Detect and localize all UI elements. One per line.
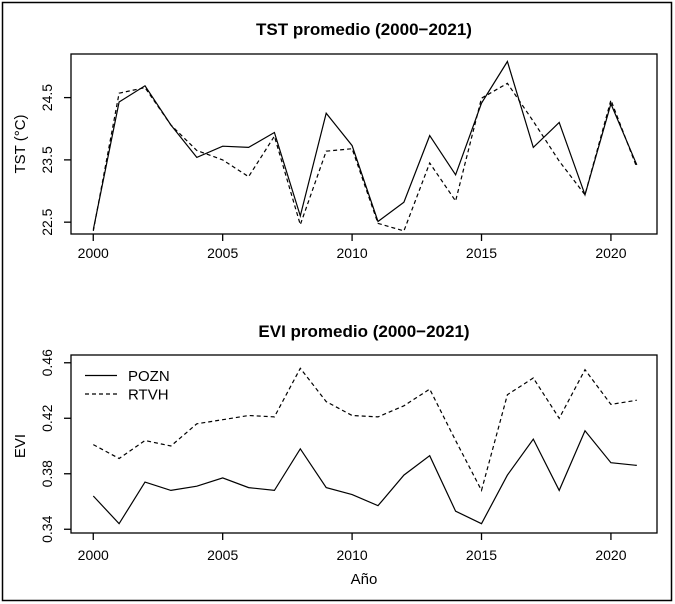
legend: POZN RTVH — [85, 368, 170, 404]
x-axis-tick-label: 2020 — [595, 245, 626, 261]
x-axis-tick-label: 2005 — [207, 245, 238, 261]
x-axis-tick-label: 2005 — [207, 547, 238, 563]
x-axis-tick-label: 2015 — [466, 245, 497, 261]
evi-chart-title: EVI promedio (2000−2021) — [258, 322, 469, 341]
rtvh-series-line — [92, 82, 638, 232]
x-axis-tick-label: 2010 — [337, 547, 368, 563]
evi-panel: 2000 2005 2010 2015 2020 0.34 0.38 0.42 0.46 — [39, 349, 658, 563]
y-axis-tick-label: 0.38 — [39, 460, 55, 487]
evi-x-axis-title: Año — [351, 571, 378, 588]
tst-y-axis-title: TST (°C) — [12, 114, 29, 173]
x-axis-tick-label: 2000 — [78, 245, 109, 261]
evi-y-axis-title: EVI — [12, 434, 29, 458]
y-axis-tick-label: 23.5 — [39, 146, 55, 173]
x-axis-tick-label: 2015 — [466, 547, 497, 563]
pozn-series-line — [92, 60, 638, 230]
tst-chart-title: TST promedio (2000−2021) — [256, 20, 472, 39]
y-axis-tick-label: 0.34 — [39, 515, 55, 542]
y-axis-tick-label: 0.46 — [39, 349, 55, 376]
y-axis-tick-label: 22.5 — [39, 208, 55, 235]
x-axis-tick-label: 2010 — [337, 245, 368, 261]
y-axis-tick-label: 24.5 — [39, 84, 55, 111]
x-axis-tick-label: 2020 — [595, 547, 626, 563]
plot-box — [70, 354, 658, 534]
x-axis-tick-label: 2000 — [78, 547, 109, 563]
pozn-series-line — [92, 429, 637, 525]
rtvh-series-line — [93, 367, 637, 493]
legend-pozn-label: POZN — [128, 368, 170, 385]
tst-panel: 2000 2005 2010 2015 2020 22.5 23.5 24.5 — [39, 53, 658, 261]
legend-rtvh-label: RTVH — [128, 387, 169, 404]
plot-box — [70, 53, 658, 235]
y-axis-tick-label: 0.42 — [39, 404, 55, 431]
